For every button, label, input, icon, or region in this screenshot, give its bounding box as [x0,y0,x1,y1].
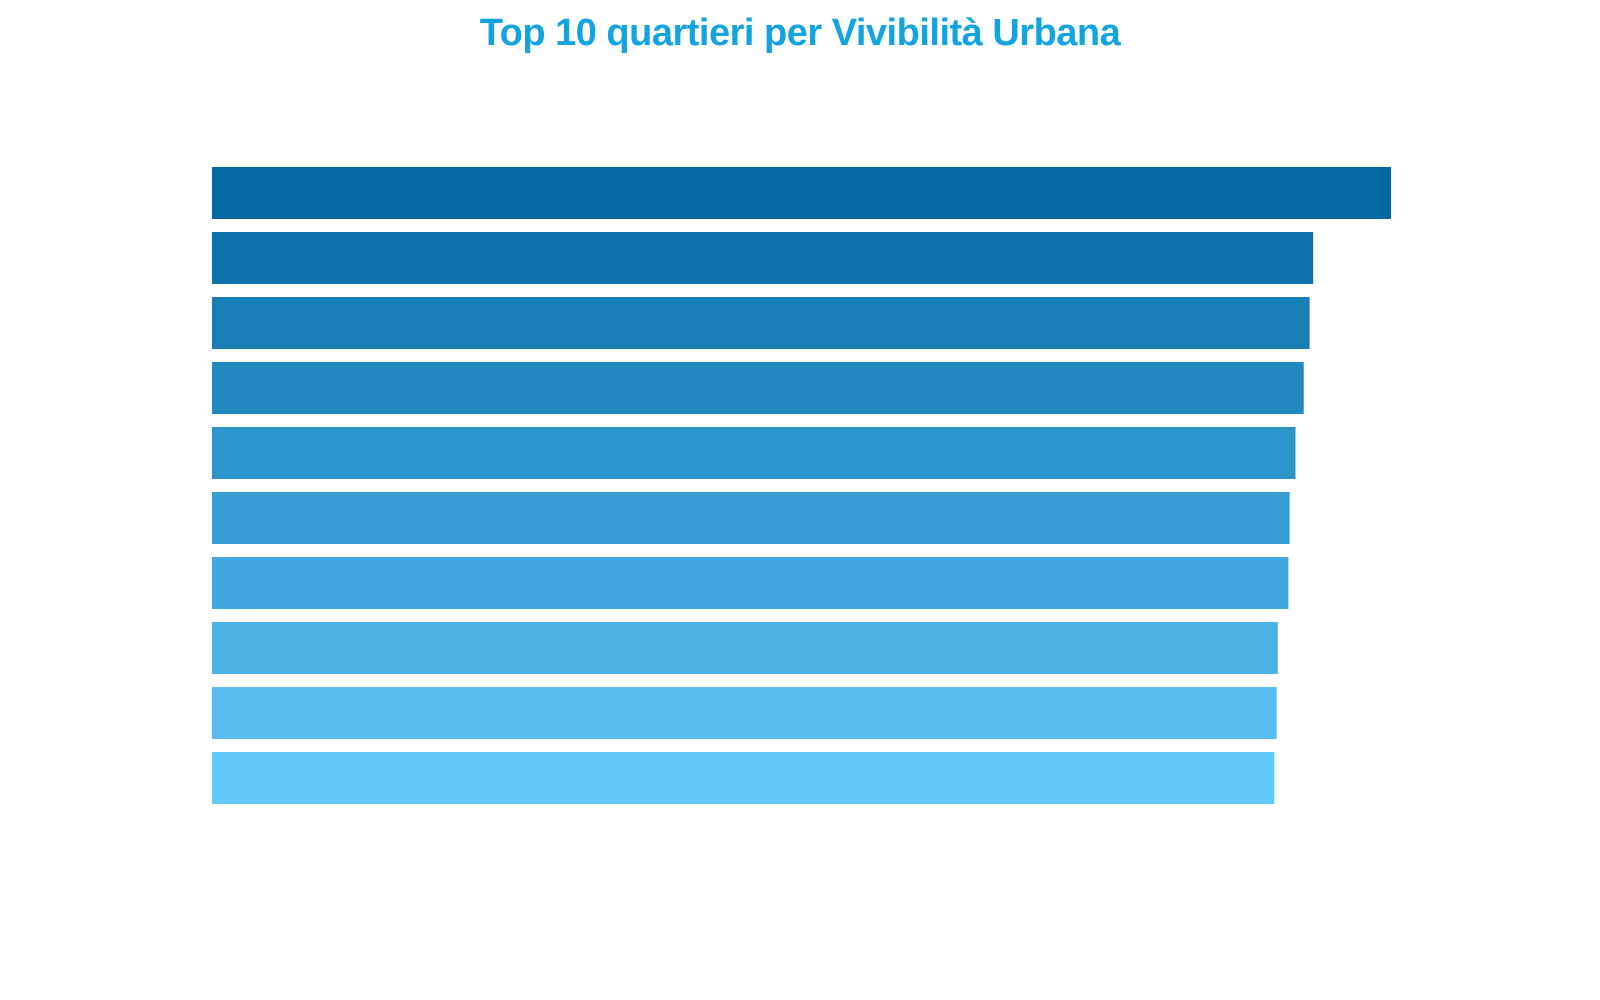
bar-8 [212,622,1278,674]
bar-6 [212,492,1290,544]
bar-2 [212,232,1314,284]
bar-7 [212,557,1289,609]
bar-10 [212,752,1275,804]
bar-9 [212,687,1277,739]
bar-3 [212,297,1310,349]
bars-group [212,167,1391,804]
bar-5 [212,427,1296,479]
chart-title: Top 10 quartieri per Vivibilità Urbana [479,12,1121,54]
bar-1 [212,167,1391,219]
bar-4 [212,362,1304,414]
